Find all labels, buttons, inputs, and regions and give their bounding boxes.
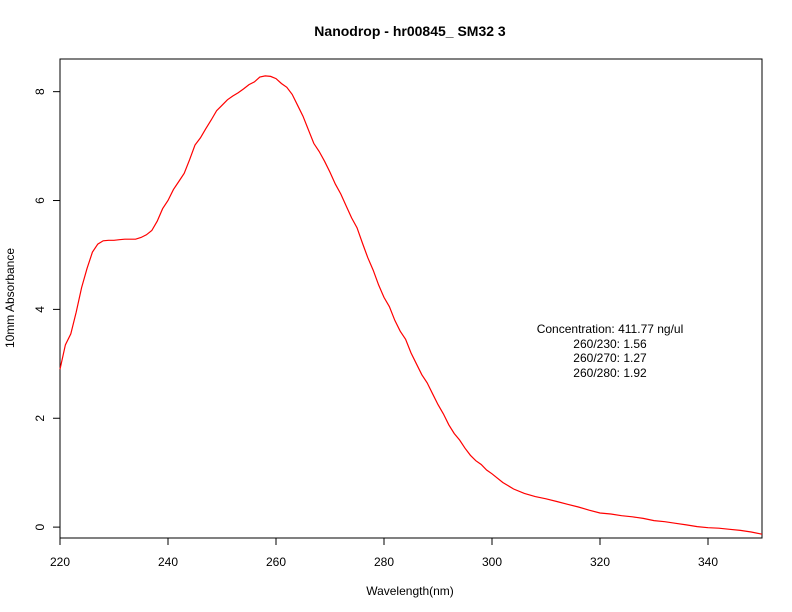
x-tick-label: 260 <box>266 555 286 569</box>
plot-frame <box>59 58 763 539</box>
y-tick-label: 0 <box>33 523 47 530</box>
y-axis: 0 2 4 6 8 <box>33 88 61 530</box>
x-tick-label: 240 <box>158 555 178 569</box>
x-tick-label: 340 <box>698 555 718 569</box>
x-axis: 220 240 260 280 300 320 340 <box>50 537 718 569</box>
x-axis-label: Wavelength(nm) <box>366 584 454 598</box>
annotation-block: Concentration: 411.77 ng/ul 260/230: 1.5… <box>537 322 684 380</box>
y-axis-label: 10mm Absorbance <box>3 248 17 348</box>
y-tick-label: 2 <box>33 415 47 422</box>
chart-title: Nanodrop - hr00845_ SM32 3 <box>314 23 506 39</box>
x-tick-label: 220 <box>50 555 70 569</box>
y-tick-label: 6 <box>33 197 47 204</box>
annotation-ratio-260-230: 260/230: 1.56 <box>573 337 647 351</box>
x-tick-label: 300 <box>482 555 502 569</box>
annotation-concentration: Concentration: 411.77 ng/ul <box>537 322 684 336</box>
annotation-ratio-260-280: 260/280: 1.92 <box>573 366 647 380</box>
y-tick-label: 4 <box>33 306 47 313</box>
absorbance-series-line <box>59 75 763 535</box>
annotation-ratio-260-270: 260/270: 1.27 <box>573 351 647 365</box>
x-tick-label: 280 <box>374 555 394 569</box>
y-tick-label: 8 <box>33 88 47 95</box>
x-tick-label: 320 <box>590 555 610 569</box>
